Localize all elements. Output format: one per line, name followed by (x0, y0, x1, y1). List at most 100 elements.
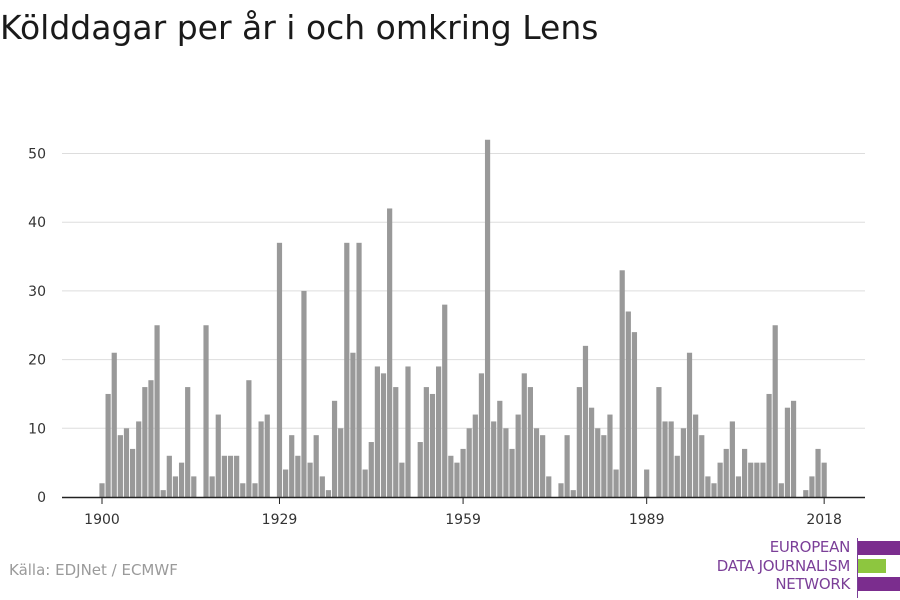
bar (815, 448, 821, 497)
bar (527, 387, 533, 497)
bar (668, 421, 674, 497)
bar (240, 483, 246, 497)
bar (301, 290, 307, 497)
x-tick-labels: 1900 1929 1959 1989 2018 (84, 497, 842, 528)
bar (546, 476, 552, 497)
x-tick-label: 1959 (445, 512, 481, 528)
y-tick-label: 50 (28, 147, 46, 163)
bar (778, 483, 784, 497)
bar (595, 428, 601, 497)
bar (497, 400, 503, 497)
bar (803, 490, 809, 497)
bar (466, 428, 472, 497)
bar (344, 242, 350, 497)
bar (203, 325, 209, 497)
bar (148, 380, 154, 497)
bar (772, 325, 778, 497)
bar (283, 469, 289, 497)
bar (227, 455, 234, 497)
bar (234, 455, 240, 497)
bars (99, 139, 827, 497)
bar (221, 455, 227, 497)
bar (380, 373, 387, 497)
bar (613, 469, 619, 497)
y-tick-label: 30 (28, 284, 46, 300)
bar (178, 462, 185, 497)
logo-bar-purple-top (858, 541, 900, 555)
bar (509, 448, 515, 497)
bar (754, 462, 760, 497)
bar (142, 387, 148, 497)
bar (662, 421, 668, 497)
bar (723, 448, 729, 497)
bar (295, 455, 301, 497)
bar (711, 483, 717, 497)
bar (172, 476, 179, 497)
bar (742, 448, 748, 497)
bar (766, 393, 772, 497)
bar (289, 435, 295, 497)
bar (625, 311, 631, 497)
bar (790, 400, 797, 497)
bar (264, 414, 270, 497)
bar (442, 304, 448, 497)
chart-title: Kölddagar per år i och omkring Lens (0, 8, 599, 47)
bar (319, 476, 325, 497)
y-tick-labels: 0 10 20 30 40 50 (28, 147, 46, 507)
x-tick-label: 1929 (262, 512, 298, 528)
bar (784, 407, 791, 497)
bar (601, 435, 607, 497)
bar (809, 476, 815, 497)
bar (515, 414, 521, 497)
bar (429, 393, 436, 497)
bar (209, 476, 215, 497)
bar (99, 483, 105, 497)
bar (362, 469, 368, 497)
bar (589, 407, 595, 497)
bar (576, 387, 582, 497)
bar (325, 490, 332, 497)
bar (111, 352, 117, 497)
bar (105, 393, 111, 497)
source-note: Källa: EDJNet / ECMWF (9, 561, 178, 579)
bar (503, 428, 509, 497)
bar (246, 380, 252, 497)
bar (123, 428, 130, 497)
x-tick-label: 2018 (806, 512, 842, 528)
bar (478, 373, 485, 497)
bar (540, 435, 546, 497)
bar (472, 414, 478, 497)
logo-text-line-1: EUROPEAN (769, 538, 851, 556)
bar (276, 242, 283, 497)
bar (491, 421, 497, 497)
bar (644, 469, 650, 497)
edjnet-logo: EUROPEAN DATA JOURNALISM NETWORK (700, 538, 900, 598)
y-tick-label: 10 (28, 421, 46, 437)
bar (313, 435, 319, 497)
bar (393, 387, 399, 497)
bar (570, 490, 576, 497)
y-tick-label: 0 (37, 490, 46, 506)
bar (117, 435, 123, 497)
bar (191, 476, 197, 497)
bar (821, 462, 827, 497)
logo-divider (857, 538, 858, 598)
bar (631, 332, 638, 497)
gridlines (62, 153, 865, 429)
logo-text-line-3: NETWORK (775, 575, 850, 593)
bar (521, 373, 527, 497)
bar (368, 442, 374, 497)
bar (350, 352, 356, 497)
bar (735, 476, 742, 497)
bar (607, 414, 613, 497)
bar (374, 366, 380, 497)
bar (674, 455, 680, 497)
logo-text-line-2: DATA JOURNALISM (716, 557, 851, 575)
bar (331, 400, 338, 497)
bar (705, 476, 711, 497)
bar (130, 448, 136, 497)
bar (405, 366, 411, 497)
bar (387, 208, 393, 497)
bar (484, 139, 491, 497)
